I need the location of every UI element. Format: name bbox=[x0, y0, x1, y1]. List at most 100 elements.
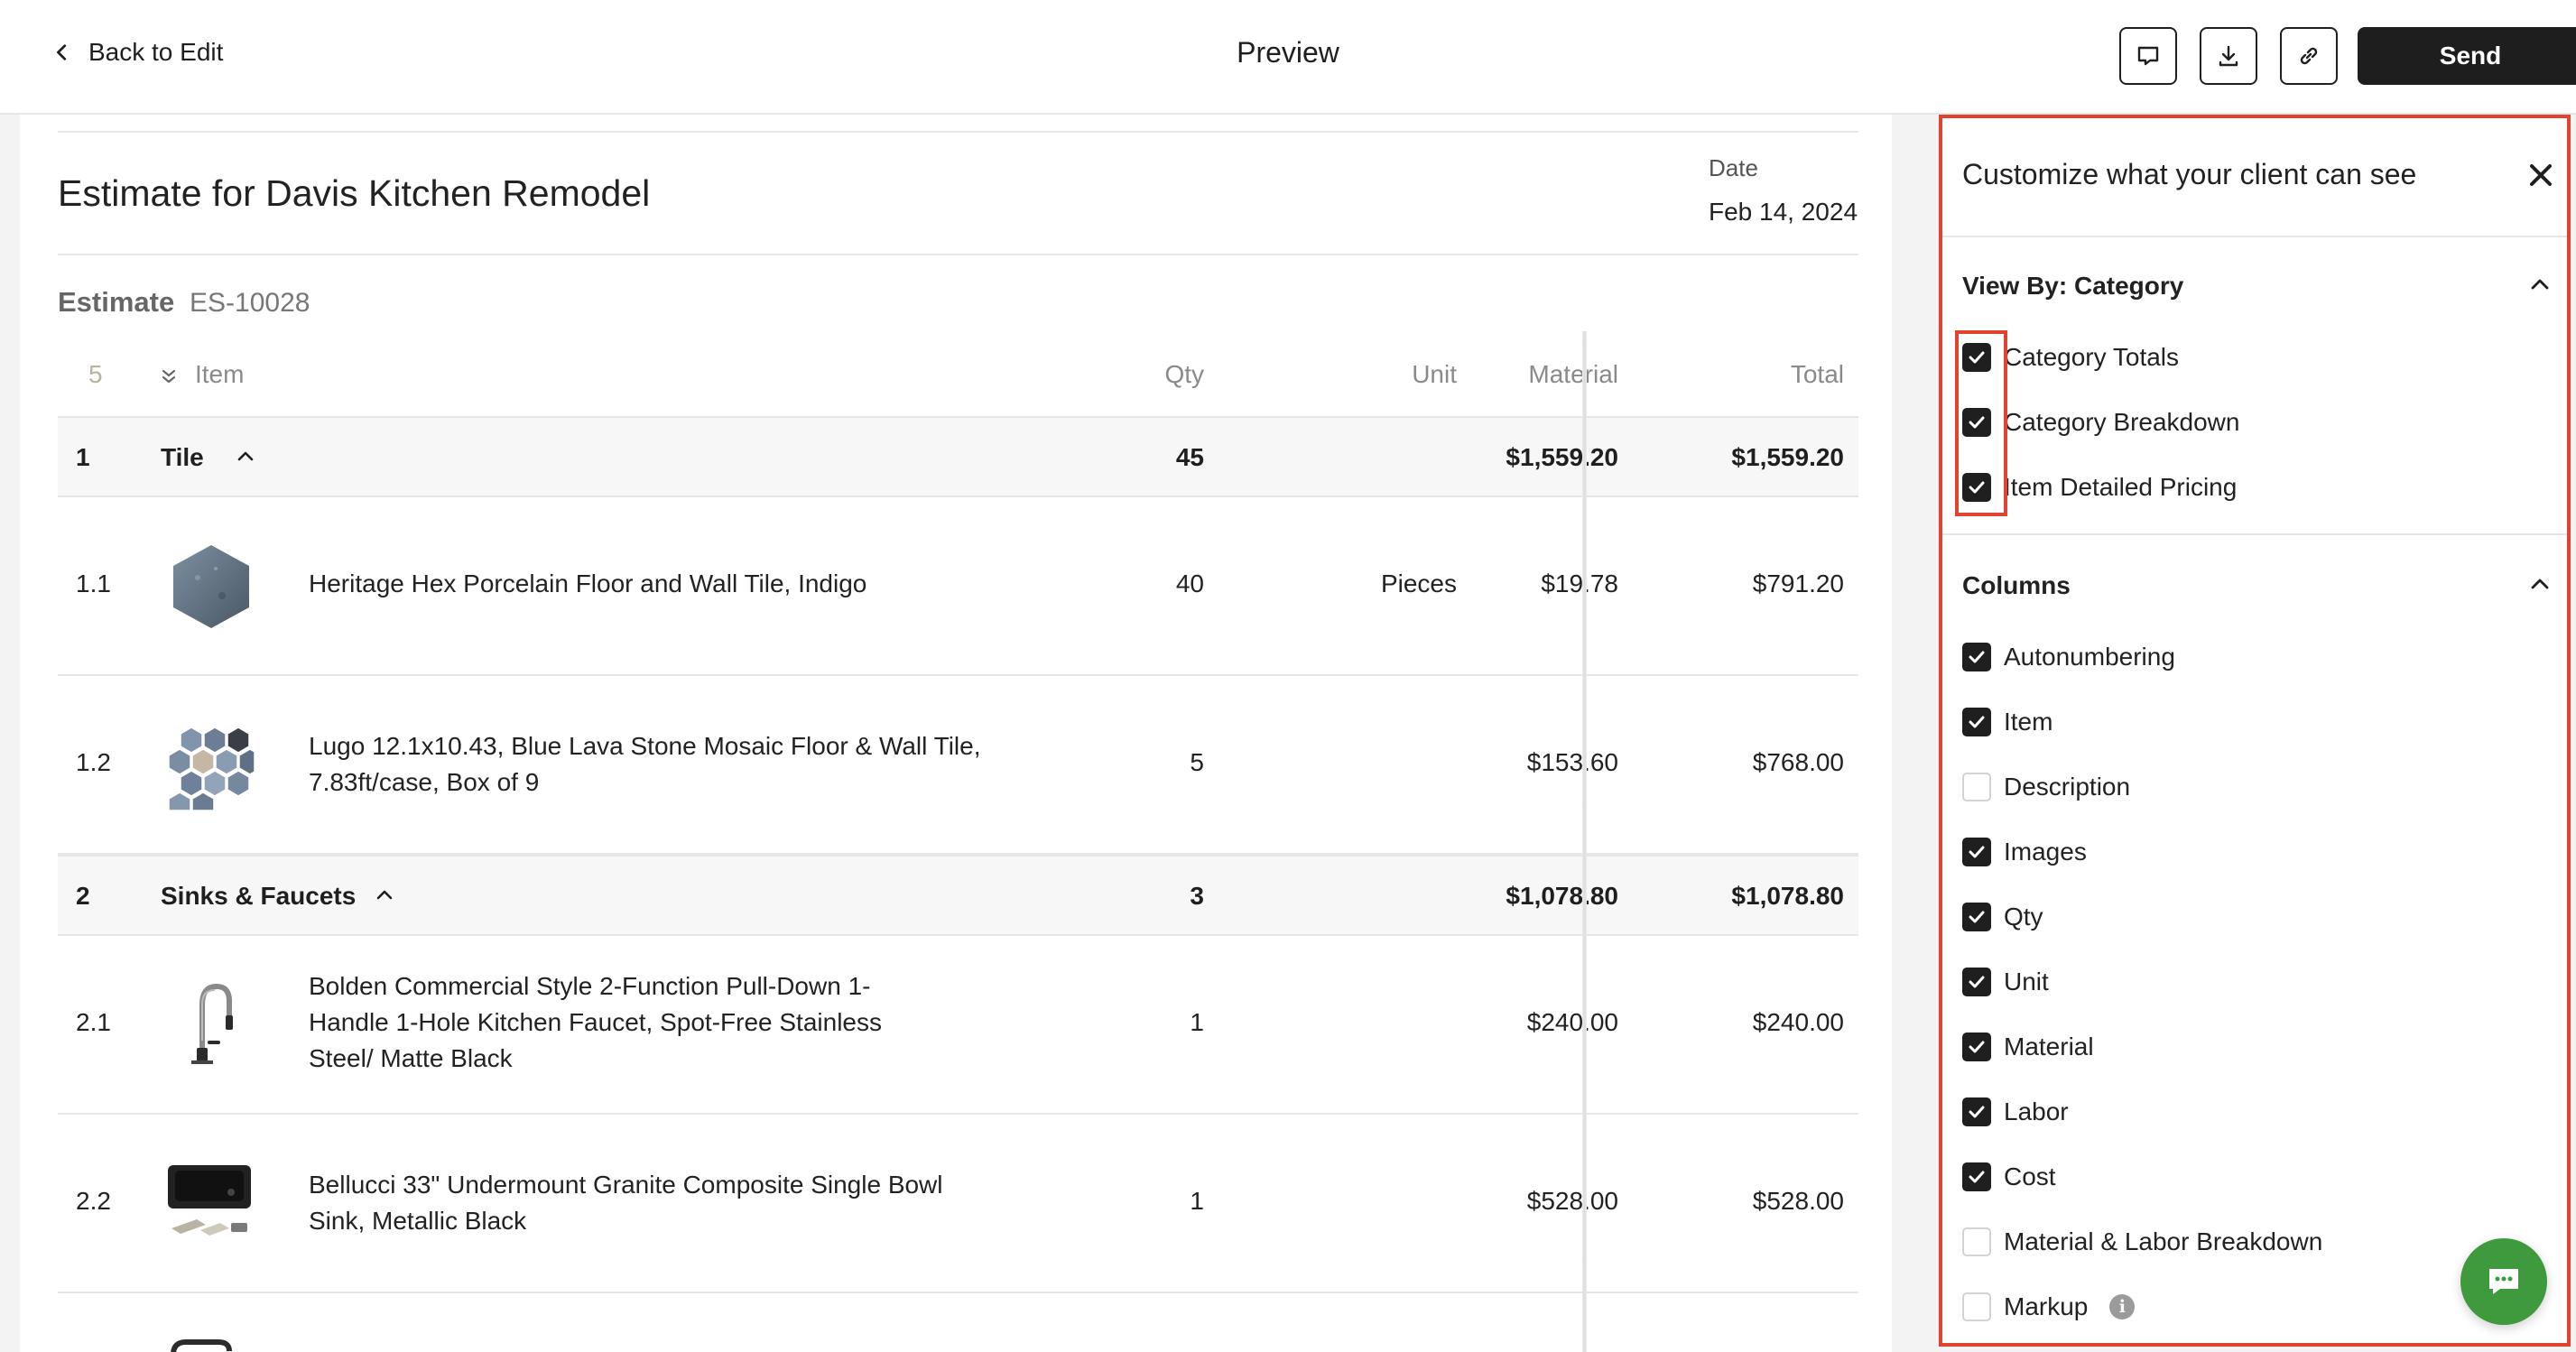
row-number: 1.1 bbox=[76, 570, 111, 597]
checkbox[interactable] bbox=[1962, 408, 1991, 437]
option-label: Category Breakdown bbox=[2004, 408, 2240, 436]
option-category-totals[interactable]: Category Totals bbox=[1962, 339, 2179, 375]
total-cell: $528.00 bbox=[1752, 1187, 1844, 1215]
panel-title: Customize what your client can see bbox=[1962, 158, 2417, 190]
copy-link-button[interactable] bbox=[2280, 27, 2338, 85]
item-name: Bolden Commercial Style 2-Function Pull-… bbox=[309, 972, 882, 1072]
category-name: Tile bbox=[161, 443, 204, 471]
option-markup[interactable]: Markup i bbox=[1962, 1289, 2136, 1325]
chevron-left-icon bbox=[57, 44, 67, 60]
material-cell: $153.60 bbox=[1526, 748, 1618, 776]
option-autonumbering[interactable]: Autonumbering bbox=[1962, 639, 2175, 675]
option-qty[interactable]: Qty bbox=[1962, 899, 2043, 935]
estimate-document: Estimate for Davis Kitchen Remodel Date … bbox=[20, 115, 1892, 1352]
row-count: 5 bbox=[88, 360, 103, 388]
row-number: 2.1 bbox=[76, 1008, 111, 1036]
close-icon[interactable] bbox=[2527, 162, 2554, 189]
check-icon bbox=[1969, 351, 1985, 364]
checkbox[interactable] bbox=[1962, 343, 1991, 372]
option-category-breakdown[interactable]: Category Breakdown bbox=[1962, 404, 2239, 440]
table-header: 5 Item Qty Unit Material Total bbox=[58, 351, 1858, 402]
item-name: Lugo 12.1x10.43, Blue Lava Stone Mosaic … bbox=[309, 732, 981, 796]
checkbox[interactable] bbox=[1962, 838, 1991, 866]
columns-section-title: Columns bbox=[1962, 571, 2071, 599]
send-button[interactable]: Send bbox=[2358, 27, 2576, 85]
back-to-edit-link[interactable]: Back to Edit bbox=[52, 38, 223, 67]
total-cell: $1,559.20 bbox=[1731, 443, 1844, 471]
checkbox[interactable] bbox=[1962, 968, 1991, 996]
link-icon bbox=[2300, 47, 2318, 65]
option-cost[interactable]: Cost bbox=[1962, 1159, 2056, 1195]
option-label: Qty bbox=[2004, 903, 2043, 931]
option-label: Material & Labor Breakdown bbox=[2004, 1227, 2323, 1255]
divider bbox=[1942, 236, 2567, 237]
option-label: Markup bbox=[2004, 1292, 2089, 1320]
category-row: 1 Tile 45 $1,559.20 $1,559.20 bbox=[58, 416, 1858, 497]
check-icon bbox=[1969, 911, 1985, 923]
option-item[interactable]: Item bbox=[1962, 704, 2052, 740]
option-description[interactable]: Description bbox=[1962, 769, 2130, 805]
checkbox[interactable] bbox=[1962, 708, 1991, 736]
material-cell: $240.00 bbox=[1526, 1008, 1618, 1036]
option-labor[interactable]: Labor bbox=[1962, 1094, 2069, 1130]
info-icon[interactable]: i bbox=[2109, 1294, 2136, 1320]
table-row: 1.2 Lugo 12.1x10.43, Blue Lava Stone Mos… bbox=[58, 676, 1858, 855]
category-toggle[interactable] bbox=[235, 445, 256, 474]
category-toggle[interactable] bbox=[374, 884, 395, 912]
checkbox[interactable] bbox=[1962, 1227, 1991, 1256]
collapse-all-button[interactable] bbox=[159, 364, 179, 393]
chat-button[interactable] bbox=[2460, 1238, 2547, 1325]
download-button[interactable] bbox=[2200, 27, 2257, 85]
total-cell: $768.00 bbox=[1752, 748, 1844, 776]
option-unit[interactable]: Unit bbox=[1962, 964, 2049, 1000]
option-material[interactable]: Material bbox=[1962, 1029, 2094, 1065]
total-cell: $791.20 bbox=[1752, 570, 1844, 597]
row-number: 1 bbox=[76, 443, 90, 471]
chevron-up-icon bbox=[237, 451, 254, 461]
page-title: Preview bbox=[1237, 36, 1339, 69]
option-label: Item Detailed Pricing bbox=[2004, 473, 2238, 501]
column-header-unit: Unit bbox=[1412, 360, 1457, 388]
qty-cell: 1 bbox=[1190, 1187, 1204, 1215]
checkbox[interactable] bbox=[1962, 1033, 1991, 1061]
chat-icon bbox=[2489, 1269, 2518, 1294]
qty-cell: 1 bbox=[1190, 1008, 1204, 1036]
checkbox[interactable] bbox=[1962, 1162, 1991, 1191]
top-bar: Back to Edit Preview Send bbox=[0, 0, 2576, 115]
hex-tile-image bbox=[173, 545, 249, 628]
option-label: Cost bbox=[2004, 1162, 2056, 1190]
checkbox[interactable] bbox=[1962, 773, 1991, 801]
category-row: 2 Sinks & Faucets 3 $1,078.80 $1,078.80 bbox=[58, 855, 1858, 936]
qty-cell: 45 bbox=[1175, 443, 1204, 471]
option-item-detailed-pricing[interactable]: Item Detailed Pricing bbox=[1962, 469, 2237, 505]
material-cell: $19.78 bbox=[1541, 570, 1618, 597]
check-icon bbox=[1969, 846, 1985, 858]
table-row: 2.1 Bolden Commercial Style 2-Function P… bbox=[58, 936, 1858, 1115]
option-label: Category Totals bbox=[2004, 343, 2180, 371]
checkbox[interactable] bbox=[1962, 1097, 1991, 1126]
checkbox[interactable] bbox=[1962, 643, 1991, 671]
check-icon bbox=[1969, 1171, 1985, 1183]
checkbox[interactable] bbox=[1962, 473, 1991, 502]
chevron-up-icon[interactable] bbox=[2527, 272, 2553, 297]
unit-cell: Pieces bbox=[1380, 570, 1457, 597]
column-header-material: Material bbox=[1528, 360, 1618, 388]
row-number: 2.2 bbox=[76, 1187, 111, 1215]
chevron-up-icon[interactable] bbox=[2527, 571, 2553, 597]
next-item-image bbox=[171, 1339, 232, 1352]
qty-cell: 40 bbox=[1175, 570, 1204, 597]
option-label: Autonumbering bbox=[2004, 643, 2175, 671]
total-cell: $240.00 bbox=[1752, 1008, 1844, 1036]
option-images[interactable]: Images bbox=[1962, 834, 2087, 870]
table-row: 1.1 Heritage Hex Porcelain Floor and Wal… bbox=[58, 497, 1858, 676]
divider bbox=[1942, 533, 2567, 535]
option-material-labor-breakdown[interactable]: Material & Labor Breakdown bbox=[1962, 1224, 2322, 1260]
check-icon bbox=[1969, 1041, 1985, 1053]
checkbox[interactable] bbox=[1962, 1292, 1991, 1321]
download-icon bbox=[2219, 45, 2238, 67]
option-label: Images bbox=[2004, 838, 2087, 866]
row-number: 2 bbox=[76, 882, 90, 910]
comment-button[interactable] bbox=[2119, 27, 2177, 85]
checkbox[interactable] bbox=[1962, 903, 1991, 931]
item-name: Bellucci 33" Undermount Granite Composit… bbox=[309, 1171, 943, 1235]
